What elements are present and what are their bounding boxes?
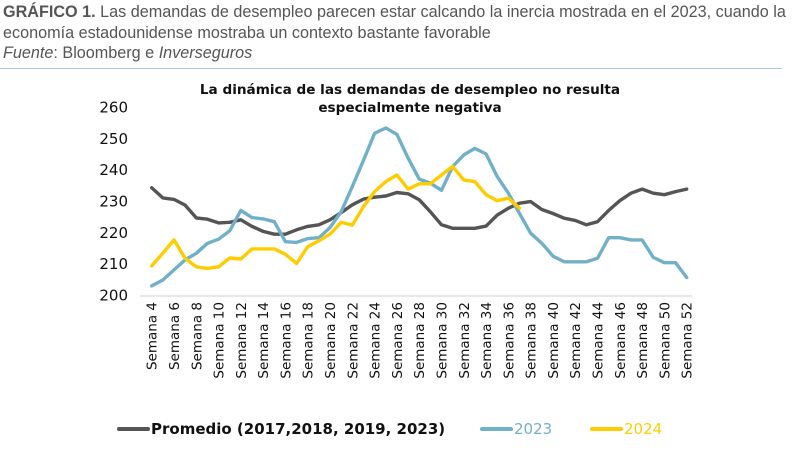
y-tick-label: 200 xyxy=(99,287,128,305)
x-tick-label: Semana 26 xyxy=(390,302,406,379)
legend-swatch-promedio xyxy=(117,427,150,431)
y-tick-label: 250 xyxy=(99,130,128,148)
x-tick-label: Semana 38 xyxy=(524,302,540,379)
series-layer xyxy=(149,126,689,288)
figure-caption: GRÁFICO 1. Las demandas de desempleo par… xyxy=(3,2,793,64)
y-tick-label: 210 xyxy=(99,255,128,273)
source-separator: : Bloomberg e xyxy=(53,44,159,62)
figure-number: GRÁFICO 1. xyxy=(3,3,96,21)
x-tick-label: Semana 14 xyxy=(256,302,272,379)
x-tick-label: Semana 10 xyxy=(212,302,228,379)
legend-swatch-2023 xyxy=(480,427,513,431)
chart-title-line-1: La dinámica de las demandas de desempleo… xyxy=(199,82,621,98)
x-tick-label: Semana 52 xyxy=(680,302,696,379)
x-tick-label: Semana 24 xyxy=(368,302,384,379)
x-tick-label: Semana 16 xyxy=(278,302,294,379)
y-tick-label: 230 xyxy=(99,193,128,211)
figure-source: Fuente: Bloomberg e Inverseguros xyxy=(3,44,252,62)
x-tick-label: Semana 36 xyxy=(501,302,517,379)
x-tick-label: Semana 30 xyxy=(434,302,450,379)
x-axis: Semana 4 Semana 6 Semana 8 Semana 10 Semana … xyxy=(145,302,696,379)
series-line-y2024 xyxy=(149,164,522,271)
x-tick-label: Semana 46 xyxy=(613,302,629,379)
x-tick-label: Semana 48 xyxy=(635,302,651,379)
x-tick-label: Semana 8 xyxy=(189,302,205,370)
y-tick-label: 240 xyxy=(99,161,128,179)
legend-label-2024: 2024 xyxy=(624,420,663,438)
header-divider xyxy=(0,68,782,69)
y-tick-label: 260 xyxy=(99,99,128,117)
legend-item-2023: 2023 xyxy=(480,420,552,438)
x-tick-label: Semana 28 xyxy=(412,302,428,379)
legend-item-promedio: Promedio (2017,2018, 2019, 2023) xyxy=(117,420,445,438)
legend-swatch-2024 xyxy=(590,427,623,431)
source-name: Inverseguros xyxy=(158,44,253,62)
x-tick-label: Semana 44 xyxy=(591,302,607,379)
legend-label-2023: 2023 xyxy=(514,420,553,438)
x-tick-label: Semana 6 xyxy=(167,302,183,370)
series-line-y2023 xyxy=(149,126,689,288)
y-axis: 200 210 220 230 240 250 260 xyxy=(99,99,128,305)
x-tick-label: Semana 12 xyxy=(234,302,250,379)
chart-title: La dinámica de las demandas de desempleo… xyxy=(150,82,670,117)
chart-title-line-2: especialmente negativa xyxy=(318,99,502,116)
x-tick-label: Semana 40 xyxy=(546,302,562,379)
x-tick-label: Semana 34 xyxy=(479,302,495,379)
series-line-promedio xyxy=(149,186,689,236)
y-tick-label: 220 xyxy=(99,224,128,242)
x-tick-label: Semana 20 xyxy=(323,302,339,379)
x-tick-label: Semana 4 xyxy=(145,302,161,370)
legend-label-promedio: Promedio (2017,2018, 2019, 2023) xyxy=(151,420,446,438)
legend: Promedio (2017,2018, 2019, 2023) 2023 20… xyxy=(0,420,793,444)
x-tick-label: Semana 42 xyxy=(568,302,584,379)
x-tick-label: Semana 18 xyxy=(301,302,317,379)
x-tick-label: Semana 50 xyxy=(657,302,673,379)
figure-caption-text: Las demandas de desempleo parecen estar … xyxy=(3,3,786,42)
legend-item-2024: 2024 xyxy=(590,420,662,438)
x-tick-label: Semana 32 xyxy=(457,302,473,379)
x-tick-label: Semana 22 xyxy=(345,302,361,379)
source-label: Fuente xyxy=(3,44,54,62)
